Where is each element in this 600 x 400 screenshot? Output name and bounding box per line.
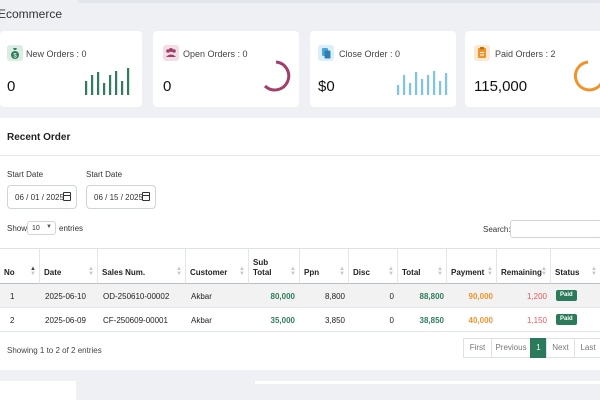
end-date-value: 06 / 15 / 2025 [94,193,143,202]
sort-icon: ▲ ▼ [30,266,36,277]
ring-chart [263,60,291,92]
panel-title: Recent Order [7,132,71,143]
search-input[interactable] [510,220,600,238]
column-header-total[interactable]: Total ▲ ▼ [398,248,447,284]
sort-icon: ▲ ▼ [290,266,296,277]
sort-icon: ▲ ▼ [487,266,493,277]
search-label: Search: [483,225,511,234]
start-date-label: Start Date [7,170,44,179]
column-header-ppn[interactable]: Ppn ▲ ▼ [300,248,349,284]
start-date-value: 06 / 01 / 2025 [15,193,64,202]
end-date-label: Start Date [86,170,123,179]
bar-sparkline [85,68,130,95]
cell-sales-num: OD-250610-00002 [103,292,170,301]
ring-chart [573,60,600,92]
page-title: Ecommerce [0,7,63,21]
card-value: 0 [7,78,16,95]
cell-date: 2025-06-09 [45,316,86,325]
table-row: 2 2025-06-09 CF-250609-00001 Akbar 35,00… [0,308,600,332]
sort-icon: ▲ ▼ [541,266,547,277]
card-label: Close Order : 0 [339,49,401,59]
footer-panel [255,381,600,384]
sort-icon: ▲ ▼ [591,266,597,277]
cell-date: 2025-06-10 [45,292,86,301]
column-header-sales-num[interactable]: Sales Num. ▲ ▼ [98,248,186,284]
column-header-customer[interactable]: Customer ▲ ▼ [186,248,249,284]
cell-customer: Akbar [191,292,212,301]
show-label: Show [7,224,28,233]
cell-total: 38,850 [419,316,444,325]
divider [0,155,600,156]
svg-text:$: $ [13,53,17,59]
table-info: Showing 1 to 2 of 2 entries [7,346,102,355]
cell-no: 2 [10,316,15,325]
cell-ppn: 8,800 [324,292,345,301]
pagination-last[interactable]: Last [574,338,600,358]
card-label: Open Orders : 0 [183,49,248,59]
sort-icon: ▲ ▼ [339,266,345,277]
chevron-down-icon: ▼ [46,224,52,230]
cell-sub-total: 35,000 [270,316,295,325]
copy-icon [318,45,334,61]
column-header-sub-total[interactable]: Sub Total ▲ ▼ [249,248,300,284]
bar-sparkline [397,71,448,95]
sort-icon: ▲ ▼ [437,266,443,277]
top-strip [78,0,600,3]
sort-icon: ▲ ▼ [88,266,94,277]
card-value: 115,000 [474,78,528,95]
cell-no: 1 [10,292,15,301]
money-bag-icon: $ [7,45,23,61]
pagination-next[interactable]: Next [546,338,575,358]
entries-select[interactable]: 10 ▼ [27,221,56,235]
card-new-orders: $ New Orders : 0 0 [0,31,142,107]
card-value: $0 [318,78,335,95]
card-label: New Orders : 0 [26,49,87,59]
end-date-input[interactable]: 06 / 15 / 2025 [86,185,156,209]
cell-sub-total: 80,000 [270,292,295,301]
footer-panel [0,381,76,400]
cell-remaining: 1,150 [526,316,547,325]
column-header-status[interactable]: Status ▲ ▼ [551,248,600,284]
pagination-first[interactable]: First [463,338,492,358]
status-badge: Paid [556,290,577,301]
cell-disc: 0 [389,292,394,301]
column-header-date[interactable]: Date ▲ ▼ [40,248,98,284]
pagination-page-1[interactable]: 1 [530,338,547,358]
card-value: 0 [163,78,172,95]
cell-payment: 40,000 [468,316,493,325]
entries-label: entries [59,224,84,233]
column-header-no[interactable]: No ▲ ▼ [0,248,40,284]
cell-total: 88,800 [419,292,444,301]
clipboard-icon [474,45,490,61]
cell-disc: 0 [389,316,394,325]
column-header-payment[interactable]: Payment ▲ ▼ [447,248,497,284]
pagination-previous[interactable]: Previous [491,338,531,358]
users-icon [163,45,179,61]
cell-sales-num: CF-250609-00001 [103,316,168,325]
column-header-remaining[interactable]: Remaining ▲ ▼ [497,248,551,284]
sort-icon: ▲ ▼ [388,266,394,277]
cell-ppn: 3,850 [324,316,345,325]
sort-icon: ▲ ▼ [176,266,182,277]
column-header-disc[interactable]: Disc ▲ ▼ [349,248,398,284]
start-date-input[interactable]: 06 / 01 / 2025 [7,185,77,209]
calendar-icon[interactable] [63,192,71,201]
table-row: 1 2025-06-10 OD-250610-00002 Akbar 80,00… [0,284,600,308]
cell-payment: 90,000 [468,292,493,301]
recent-order-panel: Recent Order Start Date 06 / 01 / 2025 S… [0,118,600,370]
cell-remaining: 1,200 [526,292,547,301]
status-badge: Paid [556,314,577,325]
card-close-order: Close Order : 0 $0 [310,31,456,107]
sort-icon: ▲ ▼ [239,266,245,277]
cell-customer: Akbar [191,316,212,325]
card-label: Paid Orders : 2 [495,49,556,59]
card-open-orders: Open Orders : 0 0 [153,31,299,107]
card-paid-orders: Paid Orders : 2 115,000 [465,31,600,107]
entries-select-value: 10 [32,225,40,232]
calendar-icon[interactable] [142,192,150,201]
